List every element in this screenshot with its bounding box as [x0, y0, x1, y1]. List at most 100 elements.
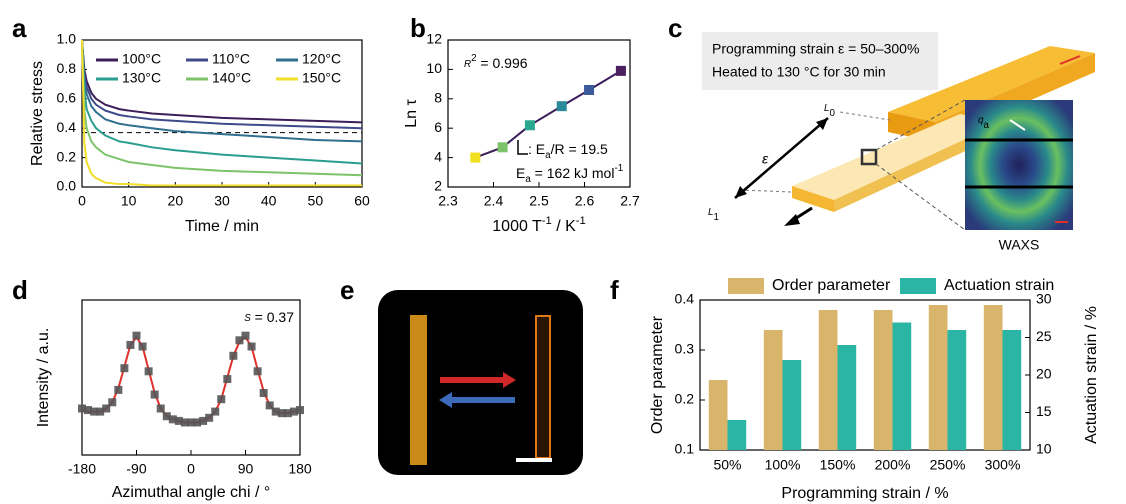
point: [138, 342, 147, 351]
panel-label: a: [12, 13, 27, 43]
x-tick-label: 30: [214, 193, 230, 209]
point: [211, 407, 220, 416]
epsilon-arrow: [734, 117, 829, 199]
y-axis-label: Ln τ: [403, 99, 420, 128]
text-part: a: [983, 120, 989, 131]
strain-label: ε: [762, 151, 769, 167]
x-tick-label: 50%: [713, 457, 741, 473]
text-part: a: [525, 174, 531, 185]
x-tick-label: 2.6: [575, 193, 595, 209]
point: [150, 390, 159, 399]
panel-label: d: [12, 275, 28, 305]
info-text: Programming strain ε = 50–300%: [712, 41, 919, 57]
point: [126, 340, 135, 349]
arrow-head: [503, 372, 516, 388]
x-tick-label: 100%: [765, 457, 801, 473]
bar: [873, 310, 893, 450]
y-tick-label: 12: [426, 31, 442, 47]
point: [102, 404, 111, 413]
point: [296, 406, 304, 415]
point: [277, 409, 286, 418]
bar: [837, 345, 857, 450]
point: [174, 416, 183, 425]
x-axis-label: Azimuthal angle chi / °: [112, 484, 270, 501]
film-edge: [792, 186, 834, 212]
q-label: qa: [978, 115, 989, 131]
point: [108, 398, 117, 407]
point: [199, 416, 208, 425]
series-line: [81, 39, 363, 165]
guide-line: [839, 111, 891, 121]
film-side: [834, 122, 1002, 212]
series-line: [81, 39, 363, 143]
bar: [763, 330, 783, 450]
y-tick-label: 0.2: [675, 391, 695, 407]
point: [615, 65, 626, 76]
panel-label: e: [340, 275, 354, 305]
panel-label: c: [668, 13, 682, 43]
text-part: 1: [713, 212, 718, 223]
point: [205, 413, 214, 422]
x-axis-label: 1000 T-1 / K-1: [492, 215, 585, 235]
qa-arrow: [1009, 119, 1026, 131]
point: [96, 407, 105, 416]
point: [84, 406, 93, 415]
text-part: -1: [576, 215, 586, 227]
text-part: a: [545, 150, 551, 161]
y-tick-label: 4: [434, 148, 442, 164]
point: [187, 418, 195, 427]
legend-label: 150°C: [302, 70, 341, 86]
point: [247, 342, 256, 351]
waxs-pattern: [965, 100, 1073, 230]
legend-label: Actuation strain: [944, 277, 1054, 294]
y-axis-label: Intensity / a.u.: [35, 328, 52, 428]
point: [90, 407, 99, 416]
panel-label: f: [610, 275, 619, 305]
x-tick-label: 2.3: [438, 193, 458, 209]
bar: [892, 322, 912, 450]
bar: [782, 360, 802, 450]
plot-frame: [699, 299, 1031, 451]
temp-label: 110 °C: [457, 351, 499, 367]
point: [156, 404, 165, 413]
legend-label: 100°C: [122, 51, 161, 67]
point: [497, 142, 508, 153]
text-part: -1: [614, 163, 623, 174]
text-part: : E: [528, 141, 545, 157]
slope-mark: [517, 140, 528, 155]
point: [132, 331, 141, 340]
arrow-head: [784, 214, 800, 226]
text-part: L: [708, 207, 713, 218]
point: [283, 409, 292, 418]
point: [235, 336, 244, 345]
x-tick-label: 60: [354, 193, 370, 209]
guide-line: [739, 189, 793, 193]
legend-label: 110°C: [212, 51, 250, 67]
point: [193, 418, 202, 427]
x-axis-label: Programming strain / %: [781, 485, 948, 502]
length-label: L0: [824, 103, 835, 119]
panel-label: b: [410, 13, 426, 43]
point: [180, 418, 189, 427]
y-tick-label: 6: [434, 119, 442, 135]
film-hot: [535, 315, 551, 459]
y-tick-label: 0.3: [675, 341, 695, 357]
text-part: /R = 19.5: [551, 141, 608, 157]
y-axis-label: Relative stress: [29, 61, 46, 166]
point: [241, 331, 250, 340]
point: [289, 407, 298, 416]
x-axis-label: Time / min: [185, 218, 259, 235]
arrow-head: [816, 118, 828, 130]
y-tick-label: 15: [1036, 403, 1052, 419]
x-tick-label: 180: [288, 461, 312, 477]
bar: [928, 305, 948, 450]
x-tick-label: -90: [126, 461, 146, 477]
text-part: E: [516, 165, 525, 181]
x-tick-label: 200%: [875, 457, 911, 473]
series-line: [81, 39, 363, 124]
legend-label: Order parameter: [772, 277, 891, 294]
point: [259, 389, 268, 397]
diagram-c: [702, 32, 1095, 231]
length-label: L1: [708, 207, 719, 223]
annotation: : Ea/R = 19.5: [528, 141, 608, 161]
